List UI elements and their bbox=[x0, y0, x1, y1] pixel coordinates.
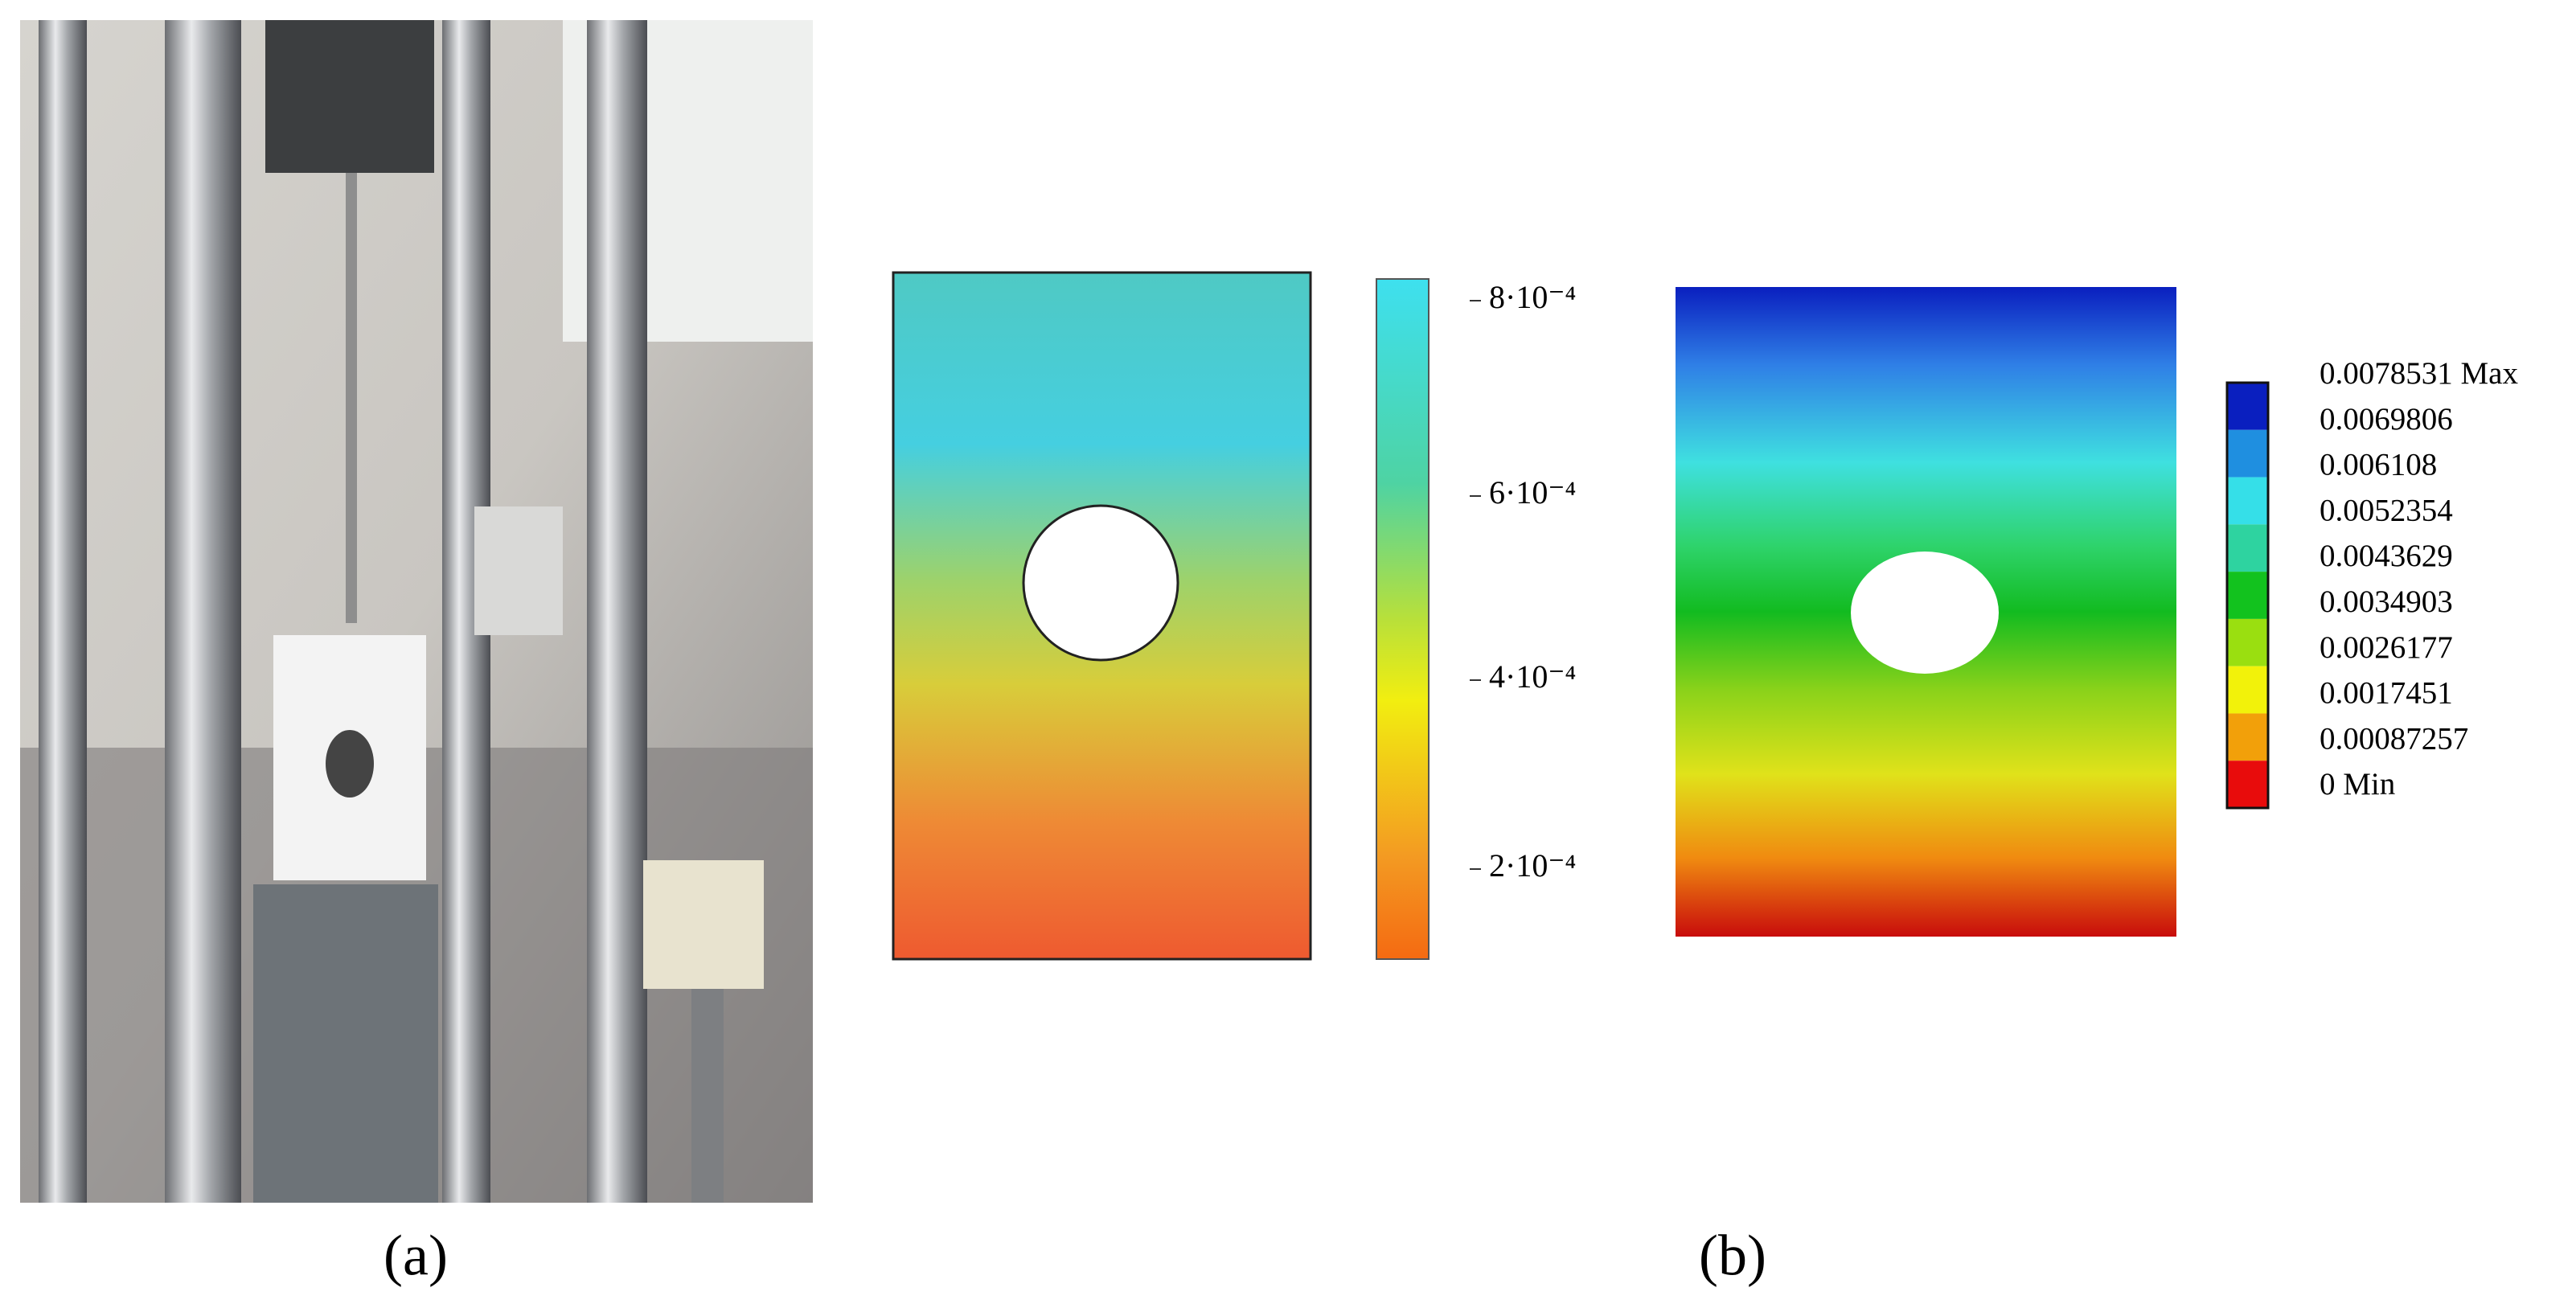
colorbar-tick-label: 2·10⁻⁴ bbox=[1489, 847, 1576, 884]
colorbar-tick-label: 8·10⁻⁴ bbox=[1489, 279, 1576, 315]
legend-swatch bbox=[2227, 713, 2268, 761]
legend-swatch bbox=[2227, 524, 2268, 572]
panel-label: (b) bbox=[1699, 1224, 1766, 1288]
legend-label: 0.0017451 bbox=[2320, 676, 2453, 711]
legend-label: 0 Min bbox=[2320, 767, 2395, 802]
legend-label: 0.006108 bbox=[2320, 448, 2437, 482]
photo bbox=[20, 20, 813, 1203]
legend-label: 0.0043629 bbox=[2320, 539, 2453, 573]
dic-map bbox=[892, 271, 1312, 961]
legend-label: 0.0026177 bbox=[2320, 630, 2453, 665]
legend-swatch bbox=[2227, 572, 2268, 619]
legend-frame bbox=[2225, 381, 2270, 810]
colorbar bbox=[1376, 278, 1430, 960]
legend-label: 0.0069806 bbox=[2320, 402, 2453, 437]
legend-swatch bbox=[2227, 761, 2268, 808]
legend-label: 0.0078531 Max bbox=[2320, 356, 2518, 391]
legend-swatch bbox=[2227, 477, 2268, 525]
legend-label: 0.0052354 bbox=[2320, 493, 2453, 527]
legend-swatch bbox=[2227, 618, 2268, 666]
legend-label: 0.0034903 bbox=[2320, 584, 2453, 619]
legend-swatch bbox=[2227, 666, 2268, 714]
colorbar-tick-label: 6·10⁻⁴ bbox=[1489, 474, 1576, 511]
legend-label: 0.00087257 bbox=[2320, 721, 2468, 756]
legend-swatch bbox=[2227, 383, 2268, 430]
colorbar-tick-label: 4·10⁻⁴ bbox=[1489, 658, 1576, 695]
panel-label: (a) bbox=[384, 1224, 448, 1288]
fem-map bbox=[1676, 287, 2176, 937]
legend-swatch bbox=[2227, 429, 2268, 478]
